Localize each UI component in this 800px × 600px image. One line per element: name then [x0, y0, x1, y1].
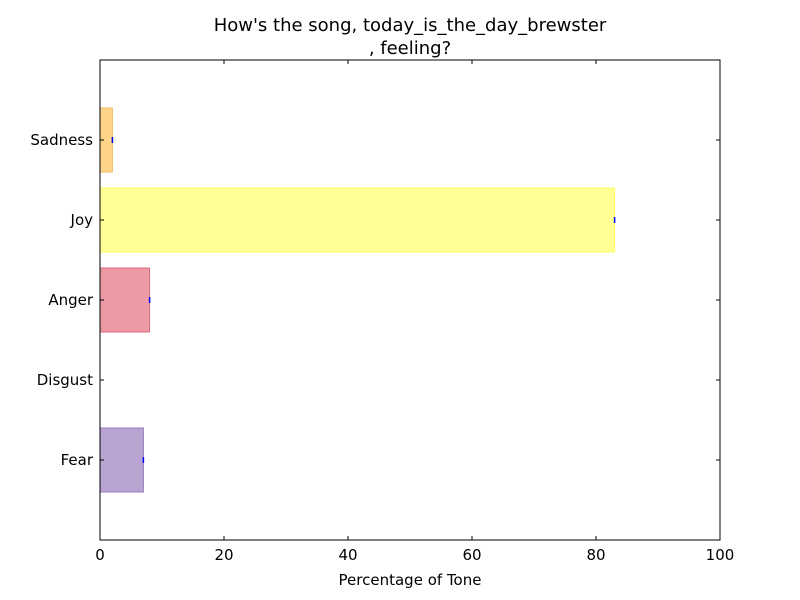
x-axis-label: Percentage of Tone — [339, 571, 482, 589]
y-tick-label-joy: Joy — [70, 211, 94, 229]
x-tick-label-20: 20 — [214, 546, 233, 564]
plot-area-frame — [99, 59, 721, 541]
x-tick-label-100: 100 — [706, 546, 735, 564]
x-tick-label-40: 40 — [338, 546, 357, 564]
x-tick-label-80: 80 — [586, 546, 605, 564]
x-tick-label-0: 0 — [95, 546, 105, 564]
chart-title-line-2: , feeling? — [369, 38, 451, 59]
y-tick-label-sadness: Sadness — [30, 131, 93, 149]
bar-anger — [99, 267, 151, 333]
chart-title-line-1: How's the song, today_is_the_day_brewste… — [214, 15, 607, 36]
y-tick-label-disgust: Disgust — [37, 371, 93, 389]
y-tick-label-fear: Fear — [61, 451, 94, 469]
bar-fear — [99, 427, 144, 493]
x-tick-label-60: 60 — [462, 546, 481, 564]
bar-joy — [99, 187, 616, 253]
y-tick-label-anger: Anger — [48, 291, 94, 309]
